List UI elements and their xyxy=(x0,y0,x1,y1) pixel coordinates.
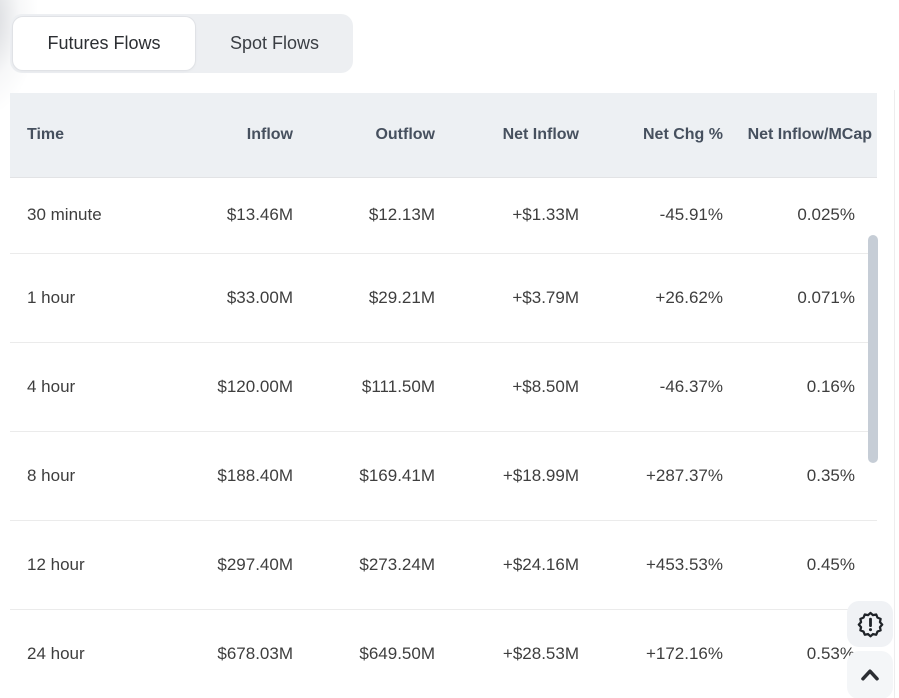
table-header-row: Time Inflow Outflow Net Inflow Net Chg %… xyxy=(10,93,877,178)
scroll-to-top-button[interactable] xyxy=(847,651,893,698)
cell-net-inflow-mcap: 0.35% xyxy=(725,431,877,521)
table-row[interactable]: 30 minute $13.46M $12.13M +$1.33M -45.91… xyxy=(10,177,877,254)
flows-tab-group: Futures Flows Spot Flows xyxy=(10,14,353,73)
cell-time: 8 hour xyxy=(10,431,195,521)
panel-right-border xyxy=(894,90,895,698)
cell-time: 4 hour xyxy=(10,342,195,432)
cell-inflow: $188.40M xyxy=(195,431,295,521)
cell-inflow: $678.03M xyxy=(195,609,295,698)
cell-outflow: $169.41M xyxy=(295,431,437,521)
cell-net-chg: +26.62% xyxy=(581,253,725,343)
cell-time: 30 minute xyxy=(10,177,195,254)
table-row[interactable]: 24 hour $678.03M $649.50M +$28.53M +172.… xyxy=(10,609,877,698)
col-header-outflow[interactable]: Outflow xyxy=(295,93,437,178)
cell-net-chg: +172.16% xyxy=(581,609,725,698)
cell-net-inflow-mcap: 0.025% xyxy=(725,177,877,254)
cell-outflow: $273.24M xyxy=(295,520,437,610)
cell-net-inflow: +$18.99M xyxy=(437,431,581,521)
flows-table: Time Inflow Outflow Net Inflow Net Chg %… xyxy=(10,93,877,698)
table-row[interactable]: 12 hour $297.40M $273.24M +$24.16M +453.… xyxy=(10,520,877,610)
table-row[interactable]: 8 hour $188.40M $169.41M +$18.99M +287.3… xyxy=(10,431,877,521)
cell-outflow: $12.13M xyxy=(295,177,437,254)
badge-exclamation-icon xyxy=(857,611,883,637)
cell-net-inflow: +$3.79M xyxy=(437,253,581,343)
cell-net-inflow-mcap: 0.071% xyxy=(725,253,877,343)
cell-outflow: $29.21M xyxy=(295,253,437,343)
cell-net-inflow: +$1.33M xyxy=(437,177,581,254)
tab-futures-flows[interactable]: Futures Flows xyxy=(12,16,196,71)
col-header-net-inflow[interactable]: Net Inflow xyxy=(437,93,581,178)
cell-time: 24 hour xyxy=(10,609,195,698)
cell-net-inflow: +$8.50M xyxy=(437,342,581,432)
chevron-up-icon xyxy=(861,669,879,681)
col-header-inflow[interactable]: Inflow xyxy=(195,93,295,178)
cell-net-chg: +287.37% xyxy=(581,431,725,521)
cell-inflow: $33.00M xyxy=(195,253,295,343)
cell-inflow: $297.40M xyxy=(195,520,295,610)
cell-time: 12 hour xyxy=(10,520,195,610)
table-scrollbar-thumb[interactable] xyxy=(868,235,878,463)
col-header-net-inflow-mcap[interactable]: Net Inflow/MCap xyxy=(725,93,877,178)
col-header-time[interactable]: Time xyxy=(10,93,195,178)
col-header-net-chg[interactable]: Net Chg % xyxy=(581,93,725,178)
cell-net-inflow: +$28.53M xyxy=(437,609,581,698)
cell-net-inflow-mcap: 0.45% xyxy=(725,520,877,610)
cell-net-inflow: +$24.16M xyxy=(437,520,581,610)
cell-outflow: $111.50M xyxy=(295,342,437,432)
cell-time: 1 hour xyxy=(10,253,195,343)
cell-inflow: $120.00M xyxy=(195,342,295,432)
cell-outflow: $649.50M xyxy=(295,609,437,698)
table-row[interactable]: 1 hour $33.00M $29.21M +$3.79M +26.62% 0… xyxy=(10,253,877,343)
cell-net-inflow-mcap: 0.16% xyxy=(725,342,877,432)
cell-net-chg: +453.53% xyxy=(581,520,725,610)
tab-spot-flows[interactable]: Spot Flows xyxy=(196,14,353,73)
table-row[interactable]: 4 hour $120.00M $111.50M +$8.50M -46.37%… xyxy=(10,342,877,432)
cell-net-chg: -45.91% xyxy=(581,177,725,254)
feedback-button[interactable] xyxy=(847,601,893,647)
cell-inflow: $13.46M xyxy=(195,177,295,254)
cell-net-chg: -46.37% xyxy=(581,342,725,432)
